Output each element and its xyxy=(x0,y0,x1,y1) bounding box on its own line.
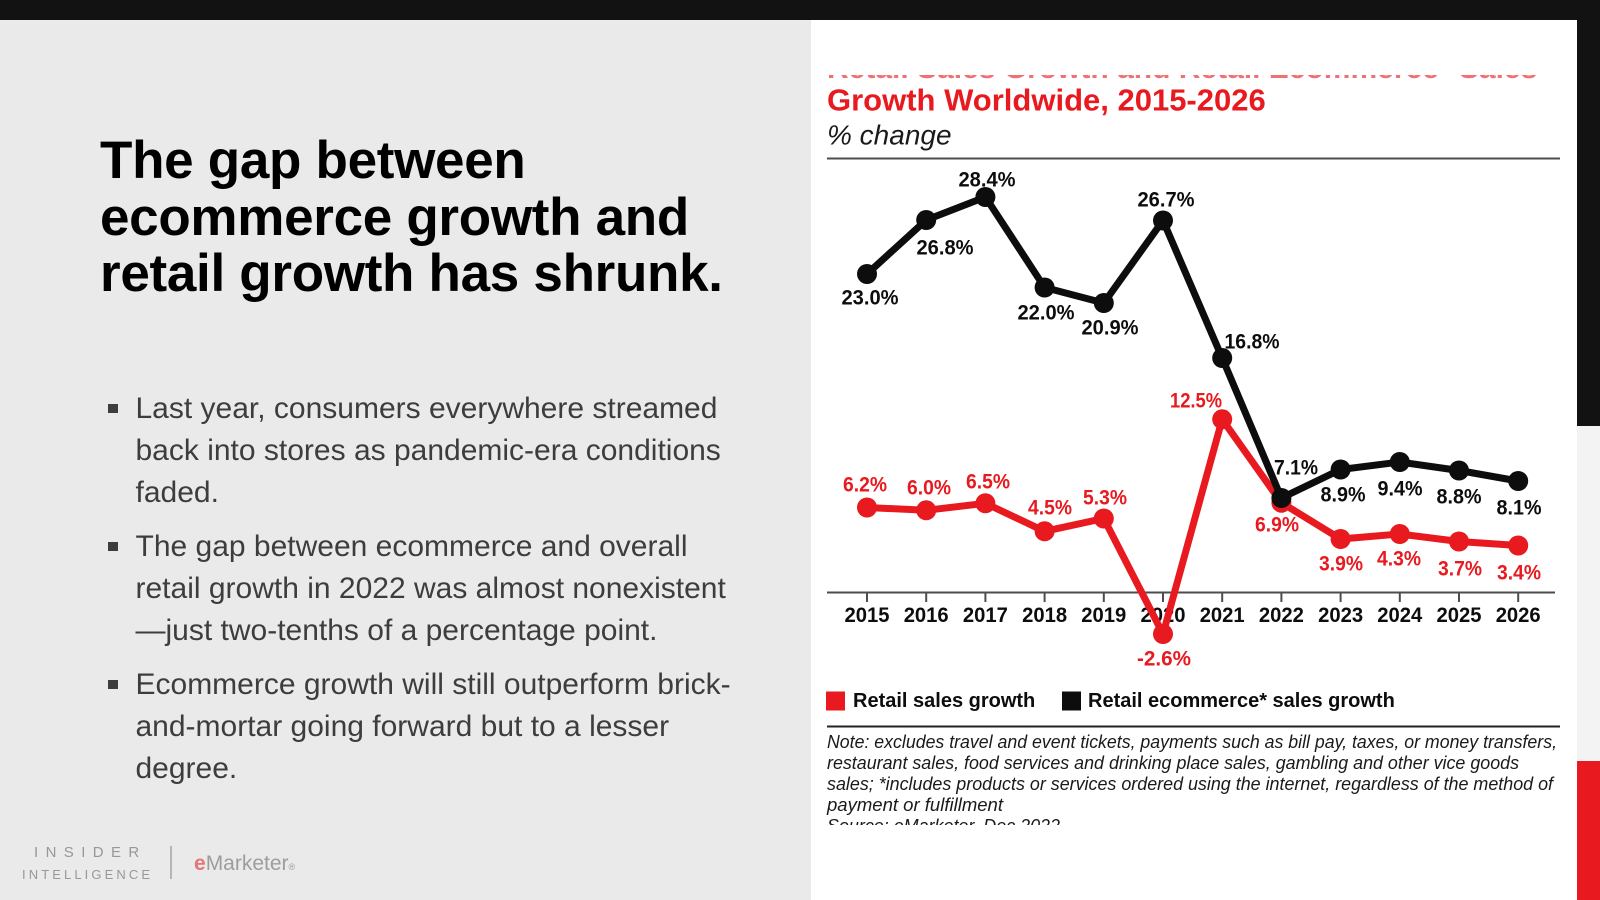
svg-text:2015: 2015 xyxy=(845,603,890,627)
svg-text:2018: 2018 xyxy=(1022,603,1067,627)
svg-text:payment or fulfillment: payment or fulfillment xyxy=(826,794,1004,815)
svg-text:2024: 2024 xyxy=(1377,603,1422,627)
svg-text:8.8%: 8.8% xyxy=(1437,485,1482,509)
svg-text:2026: 2026 xyxy=(1496,603,1541,627)
svg-text:23.0%: 23.0% xyxy=(842,286,899,310)
svg-text:Retail ecommerce* sales growth: Retail ecommerce* sales growth xyxy=(1088,690,1395,712)
svg-text:6.2%: 6.2% xyxy=(843,473,887,497)
svg-text:20.9%: 20.9% xyxy=(1082,316,1139,340)
svg-text:sales; *includes products or s: sales; *includes products or services or… xyxy=(827,773,1555,794)
svg-text:% change: % change xyxy=(827,120,952,151)
svg-text:3.7%: 3.7% xyxy=(1438,557,1482,581)
svg-text:16.8%: 16.8% xyxy=(1225,330,1280,354)
svg-text:4.3%: 4.3% xyxy=(1377,547,1421,571)
svg-text:2023: 2023 xyxy=(1318,603,1363,627)
svg-text:12.5%: 12.5% xyxy=(1170,389,1222,413)
svg-text:restaurant sales, food service: restaurant sales, food services and drin… xyxy=(827,752,1519,773)
svg-text:Note: excludes travel and even: Note: excludes travel and event tickets,… xyxy=(827,731,1557,752)
svg-text:-2.6%: -2.6% xyxy=(1137,647,1191,671)
svg-text:2022: 2022 xyxy=(1259,603,1304,627)
svg-text:2021: 2021 xyxy=(1200,603,1245,627)
svg-text:5.3%: 5.3% xyxy=(1083,486,1127,510)
svg-text:8.1%: 8.1% xyxy=(1497,496,1542,520)
svg-text:3.9%: 3.9% xyxy=(1319,552,1363,576)
svg-text:Retail sales growth: Retail sales growth xyxy=(853,690,1035,712)
svg-text:6.9%: 6.9% xyxy=(1255,513,1299,537)
svg-text:4.5%: 4.5% xyxy=(1028,496,1072,520)
svg-text:26.7%: 26.7% xyxy=(1138,188,1195,212)
svg-text:6.0%: 6.0% xyxy=(907,476,951,500)
svg-text:3.4%: 3.4% xyxy=(1497,561,1541,585)
svg-text:7.1%: 7.1% xyxy=(1274,456,1318,480)
svg-text:8.9%: 8.9% xyxy=(1321,483,1366,507)
svg-text:28.4%: 28.4% xyxy=(959,168,1016,192)
svg-text:26.8%: 26.8% xyxy=(917,236,974,260)
svg-text:6.5%: 6.5% xyxy=(966,470,1010,494)
svg-text:2019: 2019 xyxy=(1081,603,1126,627)
svg-text:22.0%: 22.0% xyxy=(1018,301,1075,325)
svg-text:9.4%: 9.4% xyxy=(1378,477,1423,501)
svg-text:2016: 2016 xyxy=(904,603,949,627)
svg-text:2025: 2025 xyxy=(1437,603,1482,627)
svg-text:2017: 2017 xyxy=(963,603,1008,627)
svg-text:Growth Worldwide, 2015-2026: Growth Worldwide, 2015-2026 xyxy=(827,83,1266,118)
